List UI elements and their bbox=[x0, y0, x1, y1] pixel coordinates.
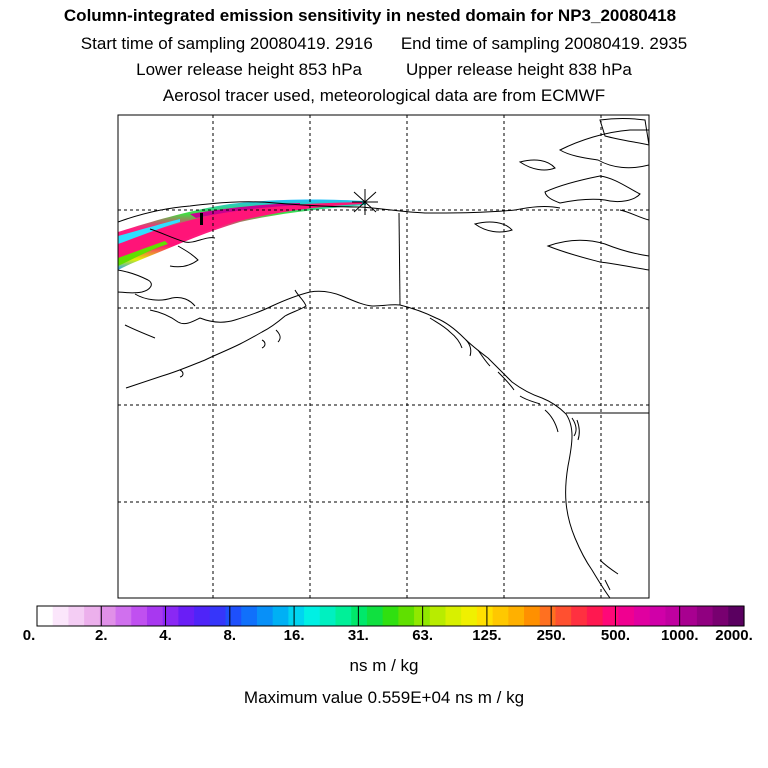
colorbar-swatch bbox=[398, 606, 415, 626]
colorbar-swatch bbox=[696, 606, 714, 626]
colorbar-tick-label: 2. bbox=[95, 627, 108, 644]
colorbar-swatch bbox=[492, 606, 509, 626]
emission-plume bbox=[118, 199, 366, 270]
chart-title: Column-integrated emission sensitivity i… bbox=[63, 6, 677, 25]
colorbar-tick-label: 16. bbox=[283, 627, 305, 644]
maximum-value: Maximum value 0.559E+04 ns m / kg bbox=[243, 688, 525, 707]
colorbar-tick-label: 4. bbox=[159, 627, 172, 644]
colorbar-swatch bbox=[445, 606, 462, 626]
colorbar-swatch bbox=[712, 606, 729, 626]
coastlines bbox=[118, 118, 649, 598]
colorbar-swatch bbox=[178, 606, 195, 626]
colorbar-swatch bbox=[461, 606, 478, 626]
colorbar-swatch bbox=[335, 606, 352, 626]
colorbar-border bbox=[36, 605, 745, 627]
colorbar-tick-label: 31. bbox=[347, 627, 369, 644]
colorbar-swatch bbox=[146, 606, 164, 626]
colorbar-tick-label: 500. bbox=[600, 627, 631, 644]
colorbar-swatch bbox=[728, 606, 745, 626]
colorbar-tick-label: 125. bbox=[472, 627, 502, 644]
graticule bbox=[118, 115, 649, 598]
colorbar-tick-label: 1000. bbox=[660, 627, 699, 644]
colorbar-tick-label: 250. bbox=[536, 627, 566, 644]
colorbar-tick-label: 8. bbox=[223, 627, 237, 644]
colorbar-swatch bbox=[272, 606, 289, 626]
colorbar-swatch bbox=[319, 606, 337, 626]
sampling-times: Start time of sampling 20080419. 2916 End… bbox=[0, 34, 768, 54]
end-time: End time of sampling 20080419. 2935 bbox=[400, 34, 688, 53]
colorbar-tick-label: 0. bbox=[22, 627, 36, 644]
lower-release-height: Lower release height 853 hPa bbox=[136, 60, 362, 79]
colorbar-tick-label: 63. bbox=[412, 627, 434, 644]
colorbar-swatch bbox=[288, 606, 305, 626]
colorbar-swatch bbox=[99, 606, 117, 626]
colorbar-swatch bbox=[68, 606, 85, 626]
release-point-star bbox=[352, 189, 378, 215]
release-heights: Lower release height 853 hPa Upper releas… bbox=[0, 60, 768, 80]
colorbar-swatch bbox=[555, 606, 572, 626]
colorbar-swatch bbox=[256, 606, 274, 626]
colorbar-swatch bbox=[571, 606, 588, 626]
map-frame bbox=[117, 114, 650, 599]
upper-release-height: Upper release height 838 hPa bbox=[406, 60, 632, 79]
colorbar-swatch bbox=[52, 606, 70, 626]
colorbar-tick-label: 2000. bbox=[715, 627, 753, 644]
colorbar-swatch bbox=[162, 606, 179, 626]
colorbar-swatch bbox=[602, 606, 619, 626]
colorbar-swatch bbox=[586, 606, 604, 626]
colorbar-swatch bbox=[508, 606, 525, 626]
colorbar-swatch bbox=[225, 606, 242, 626]
colorbar-swatch bbox=[209, 606, 227, 626]
colorbar-swatch bbox=[618, 606, 635, 626]
colorbar bbox=[36, 605, 745, 627]
colorbar-swatch bbox=[37, 606, 54, 626]
colorbar-swatch bbox=[115, 606, 132, 626]
colorbar-swatch bbox=[681, 606, 698, 626]
tracer-note: Aerosol tracer used, meteorological data… bbox=[162, 86, 606, 105]
colorbar-swatch bbox=[634, 606, 651, 626]
colorbar-swatch bbox=[84, 606, 101, 626]
colorbar-units: ns m / kg bbox=[349, 656, 419, 675]
colorbar-swatch bbox=[539, 606, 557, 626]
colorbar-swatch bbox=[649, 606, 667, 626]
colorbar-swatch bbox=[665, 606, 682, 626]
colorbar-swatch bbox=[476, 606, 494, 626]
colorbar-swatch bbox=[351, 606, 368, 626]
colorbar-swatch bbox=[524, 606, 541, 626]
colorbar-swatch bbox=[382, 606, 399, 626]
colorbar-swatch bbox=[131, 606, 148, 626]
colorbar-swatch bbox=[241, 606, 258, 626]
colorbar-swatch bbox=[304, 606, 321, 626]
colorbar-swatch bbox=[194, 606, 211, 626]
colorbar-swatch bbox=[366, 606, 384, 626]
start-time: Start time of sampling 20080419. 2916 bbox=[80, 34, 373, 53]
colorbar-swatch bbox=[429, 606, 447, 626]
